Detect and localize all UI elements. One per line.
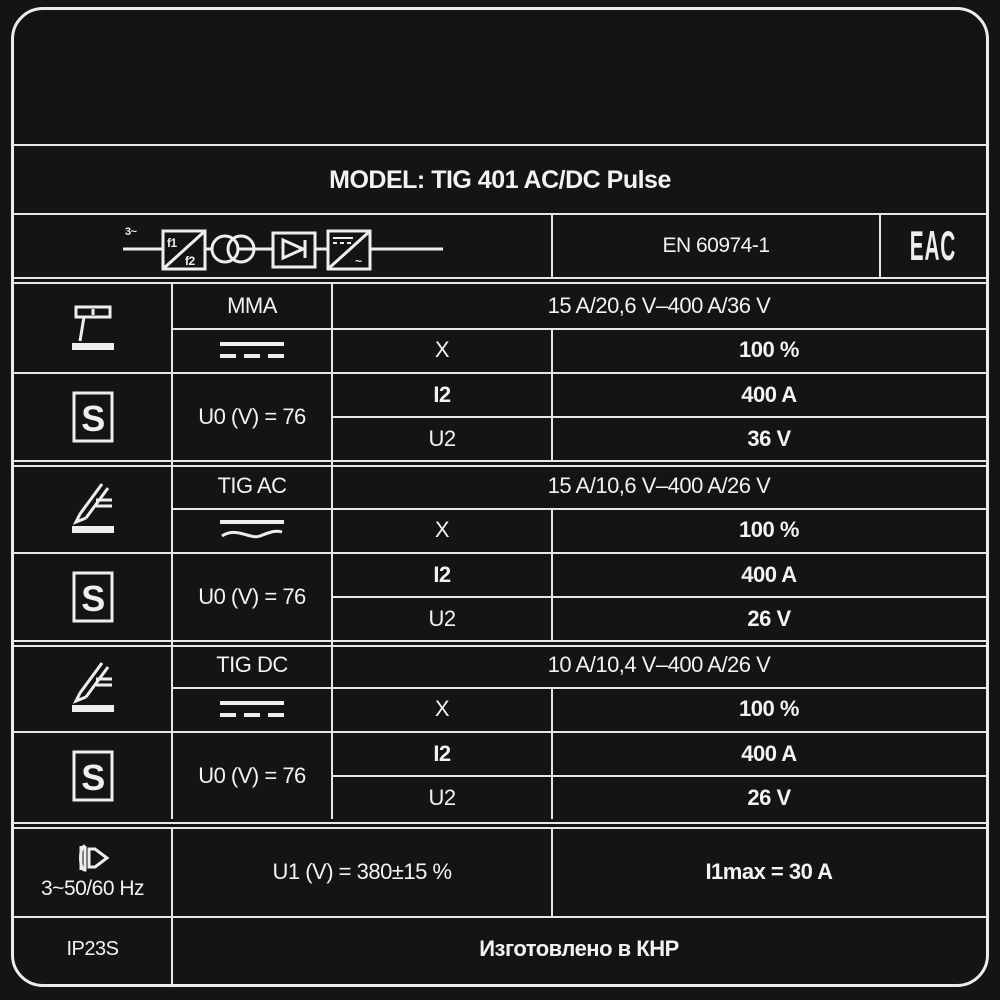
tig-torch-icon	[14, 643, 171, 731]
supply-cell: 3~50/60 Hz	[14, 829, 171, 915]
output-voltage-value: 26 V	[747, 785, 791, 810]
mode-name: TIG AC	[217, 473, 287, 498]
s-icon: S	[14, 374, 171, 460]
current-voltage-range: 15 A/10,6 V–400 A/26 V	[547, 473, 771, 498]
divider	[14, 552, 986, 554]
divider	[14, 827, 986, 829]
divider	[14, 213, 986, 215]
divider	[331, 641, 333, 819]
certification-mark: EAC	[909, 221, 957, 270]
divider	[14, 916, 986, 918]
f1-label: f1	[167, 236, 177, 250]
svg-text:S: S	[81, 398, 105, 439]
svg-text:S: S	[81, 757, 105, 798]
output-current-value: 400 A	[741, 562, 797, 587]
duty-cycle-label: X	[434, 696, 450, 721]
protection-class: IP23S	[66, 937, 119, 960]
ac-current-icon	[173, 508, 331, 552]
divider	[331, 282, 333, 460]
eac-mark: EAC	[881, 215, 985, 277]
divider	[14, 731, 986, 733]
model-title: MODEL: TIG 401 AC/DC Pulse	[329, 166, 671, 194]
input-voltage: U1 (V) = 380±15 %	[272, 859, 452, 884]
divider	[14, 465, 986, 467]
divider	[331, 462, 333, 640]
divider	[171, 641, 173, 819]
standard: EN 60974-1	[662, 234, 770, 257]
rating-plate-frame	[11, 7, 989, 987]
output-voltage-value: 26 V	[747, 606, 791, 631]
electrode-holder-icon	[14, 284, 171, 372]
output-current-value: 400 A	[741, 741, 797, 766]
output-current-label: I2	[433, 562, 451, 587]
divider	[551, 328, 553, 460]
divider	[14, 822, 986, 824]
divider	[173, 328, 986, 330]
s-icon: S	[14, 554, 171, 640]
s-icon: S	[14, 733, 171, 819]
svg-text:S: S	[81, 578, 105, 619]
current-voltage-range: 10 A/10,4 V–400 A/26 V	[547, 652, 771, 677]
duty-cycle-label: X	[434, 517, 450, 542]
divider	[14, 640, 986, 642]
divider	[173, 508, 986, 510]
divider	[171, 462, 173, 640]
dc-current-icon	[173, 687, 331, 731]
divider	[551, 827, 553, 917]
supply-frequency: 3~50/60 Hz	[41, 877, 145, 900]
output-voltage-label: U2	[428, 426, 456, 451]
open-circuit-voltage: U0 (V) = 76	[198, 584, 306, 609]
output-voltage-label: U2	[428, 606, 456, 631]
divider	[333, 416, 986, 418]
output-current-label: I2	[433, 741, 451, 766]
duty-cycle-label: X	[434, 337, 450, 362]
plug-icon	[78, 844, 109, 872]
open-circuit-voltage: U0 (V) = 76	[198, 404, 306, 429]
divider	[14, 460, 986, 462]
f2-label: f2	[185, 254, 195, 268]
divider	[14, 645, 986, 647]
divider	[551, 213, 553, 278]
mode-name: MMA	[227, 293, 277, 318]
mode-name: TIG DC	[216, 652, 288, 677]
divider	[333, 596, 986, 598]
max-input-current: I1max = 30 A	[705, 859, 833, 884]
divider	[333, 775, 986, 777]
tig-torch-icon	[14, 464, 171, 552]
divider	[551, 508, 553, 640]
duty-cycle-value: 100 %	[739, 517, 799, 542]
duty-cycle-value: 100 %	[739, 696, 799, 721]
open-circuit-voltage: U0 (V) = 76	[198, 763, 306, 788]
output-current-label: I2	[433, 382, 451, 407]
output-voltage-label: U2	[428, 785, 456, 810]
output-current-value: 400 A	[741, 382, 797, 407]
divider	[14, 144, 986, 146]
output-voltage-value: 36 V	[747, 426, 791, 451]
divider	[551, 687, 553, 819]
divider	[879, 213, 881, 278]
divider	[171, 827, 173, 985]
divider	[14, 372, 986, 374]
current-voltage-range: 15 A/20,6 V–400 A/36 V	[547, 293, 771, 318]
divider	[14, 282, 986, 284]
divider	[173, 687, 986, 689]
made-in: Изготовлено в КНР	[479, 936, 679, 961]
duty-cycle-value: 100 %	[739, 337, 799, 362]
dc-current-icon	[173, 328, 331, 372]
supply-label: 3~	[125, 226, 138, 238]
circuit-diagram-icon: 3~ f1 f2 ~	[14, 215, 552, 277]
divider	[171, 282, 173, 460]
divider	[14, 277, 986, 279]
svg-text:~: ~	[355, 254, 362, 268]
